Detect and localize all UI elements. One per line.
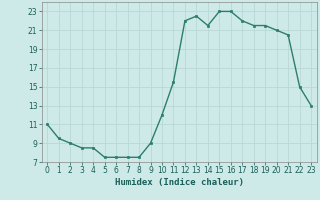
X-axis label: Humidex (Indice chaleur): Humidex (Indice chaleur) [115,178,244,187]
